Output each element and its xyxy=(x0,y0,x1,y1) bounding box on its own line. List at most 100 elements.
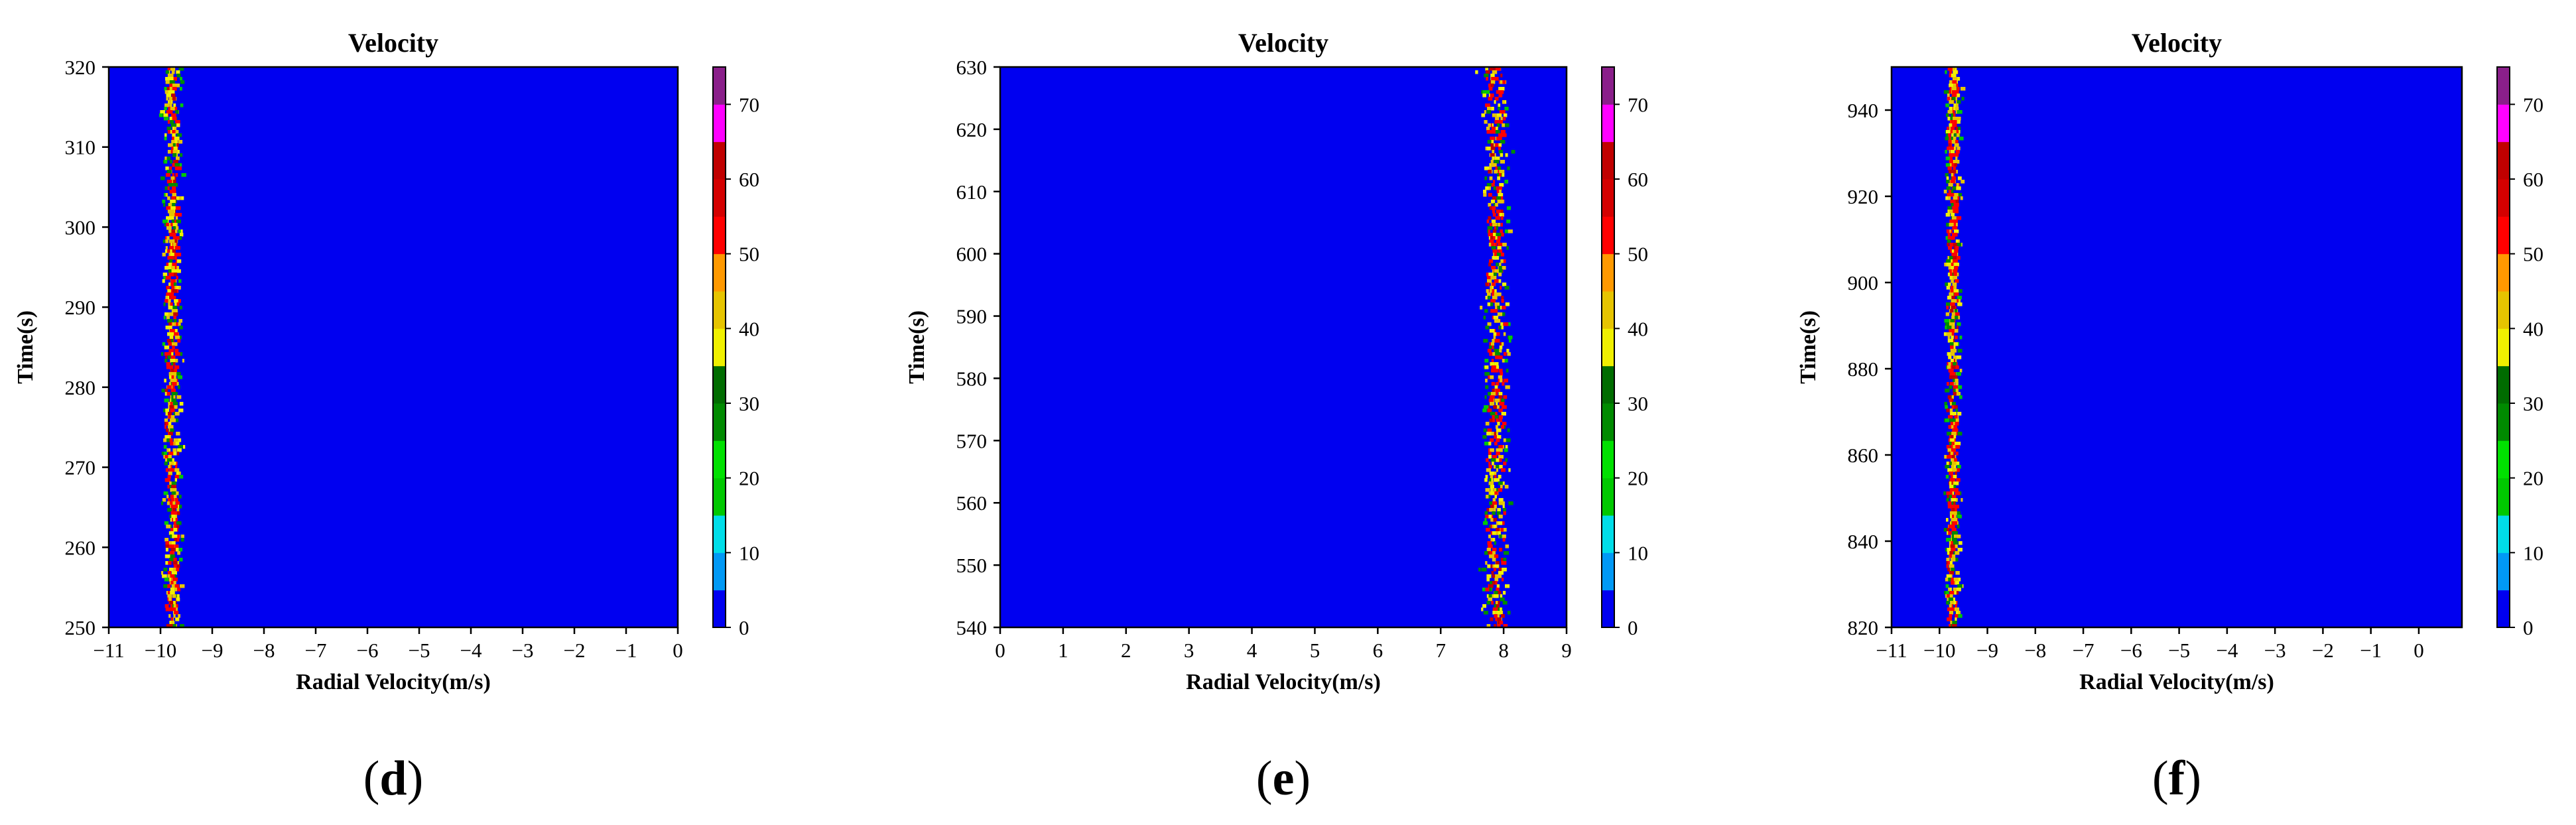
y-axis-label: Time(s) xyxy=(905,310,929,384)
heatmap-cell xyxy=(1951,362,1957,366)
heatmap-cell xyxy=(1948,525,1953,529)
heatmap-cell xyxy=(1498,349,1502,353)
heatmap-cell xyxy=(1959,137,1964,141)
colorbar-segment xyxy=(713,552,726,591)
heatmap-cell xyxy=(166,316,170,320)
heatmap-cell xyxy=(1495,236,1498,240)
heatmap-cell xyxy=(1497,624,1501,628)
heatmap-cell xyxy=(163,302,166,306)
heatmap-cell xyxy=(165,299,171,303)
heatmap-cell xyxy=(1484,90,1490,94)
panel-label: (e) xyxy=(1256,751,1311,806)
heatmap-cell xyxy=(1951,528,1957,532)
heatmap-cell xyxy=(1956,462,1960,466)
heatmap-cell xyxy=(174,611,179,615)
heatmap-cell xyxy=(1506,220,1511,223)
heatmap-cell xyxy=(1948,415,1953,419)
heatmap-cell xyxy=(1955,94,1959,97)
heatmap-cell xyxy=(164,249,168,253)
heatmap-cell xyxy=(169,621,172,625)
heatmap-cell xyxy=(1949,80,1953,84)
heatmap-cell xyxy=(1957,432,1963,436)
heatmap-cell xyxy=(1496,253,1501,257)
heatmap-cell xyxy=(1957,372,1961,376)
heatmap-cell xyxy=(1504,286,1510,290)
colorbar-segment xyxy=(2497,515,2510,553)
heatmap-cell xyxy=(1498,107,1500,111)
heatmap-cell xyxy=(1502,306,1506,310)
heatmap-cell xyxy=(1508,336,1513,340)
heatmap-cell xyxy=(164,266,169,270)
heatmap-cell xyxy=(1495,130,1500,134)
x-tick-label: −10 xyxy=(145,639,176,662)
heatmap-cell xyxy=(1494,604,1496,608)
heatmap-cell xyxy=(1487,541,1492,545)
heatmap-cell xyxy=(1952,226,1958,230)
heatmap-cell xyxy=(1955,239,1959,243)
heatmap-cell xyxy=(1953,392,1956,396)
heatmap-cell xyxy=(1484,405,1489,409)
colorbar-tick-label: 60 xyxy=(1628,168,1648,191)
heatmap-cell xyxy=(1955,120,1961,124)
heatmap-cell xyxy=(1493,607,1498,611)
heatmap-cell xyxy=(171,312,174,316)
colorbar-tick-label: 0 xyxy=(739,616,749,639)
y-tick-label: 550 xyxy=(956,554,988,577)
heatmap-cell xyxy=(163,409,166,412)
heatmap-cell xyxy=(176,123,180,127)
heatmap-cell xyxy=(1501,468,1506,472)
heatmap-cell xyxy=(170,591,175,595)
heatmap-cell xyxy=(1951,249,1955,253)
heatmap-cell xyxy=(1956,355,1962,359)
heatmap-cell xyxy=(167,319,172,323)
heatmap-cell xyxy=(1498,455,1504,459)
heatmap-cell xyxy=(170,428,174,432)
heatmap-cell xyxy=(1490,94,1494,97)
heatmap-cell xyxy=(170,123,176,127)
heatmap-cell xyxy=(181,173,186,177)
heatmap-cell xyxy=(1951,554,1956,558)
heatmap-cell xyxy=(1488,193,1492,197)
heatmap-cell xyxy=(1488,554,1494,558)
heatmap-cell xyxy=(1488,84,1492,88)
heatmap-cell xyxy=(165,607,170,611)
heatmap-cell xyxy=(166,296,170,300)
heatmap-cell xyxy=(1951,624,1957,628)
heatmap-cell xyxy=(1957,442,1961,446)
heatmap-cell xyxy=(1498,137,1502,141)
heatmap-cell xyxy=(1953,120,1957,124)
heatmap-cell xyxy=(1949,223,1954,227)
heatmap-cell xyxy=(1490,286,1492,290)
heatmap-cell xyxy=(179,87,182,91)
heatmap-cell xyxy=(165,355,168,359)
heatmap-cell xyxy=(163,117,169,121)
heatmap-cell xyxy=(1959,395,1963,399)
heatmap-cell xyxy=(1947,568,1951,572)
colorbar-segment xyxy=(2497,590,2510,628)
heatmap-cell xyxy=(172,452,177,456)
heatmap-cell xyxy=(176,452,180,456)
heatmap-cell xyxy=(166,501,170,505)
heatmap-cell xyxy=(1950,286,1954,290)
colorbar-segment xyxy=(2497,291,2510,329)
colorbar-tick-label: 40 xyxy=(1628,317,1648,340)
heatmap-cell xyxy=(175,84,180,88)
heatmap-cell xyxy=(1500,322,1504,326)
plot-area-background xyxy=(1892,67,2462,627)
y-tick-label: 290 xyxy=(65,296,96,319)
heatmap-cell xyxy=(1947,332,1952,336)
heatmap-cell xyxy=(1949,591,1952,595)
heatmap-cell xyxy=(171,491,175,495)
axes-frame xyxy=(1890,66,2463,629)
heatmap-cell xyxy=(1504,352,1507,356)
heatmap-cell xyxy=(1945,322,1950,326)
heatmap-cell xyxy=(1951,163,1955,167)
heatmap-cell xyxy=(1484,74,1489,78)
heatmap-cell xyxy=(172,263,177,267)
heatmap-cell xyxy=(1486,528,1490,532)
heatmap-cell xyxy=(1507,428,1510,432)
heatmap-cell xyxy=(170,243,174,247)
heatmap-cell xyxy=(1488,97,1493,101)
heatmap-cell xyxy=(1494,604,1499,608)
heatmap-cell xyxy=(176,259,182,263)
